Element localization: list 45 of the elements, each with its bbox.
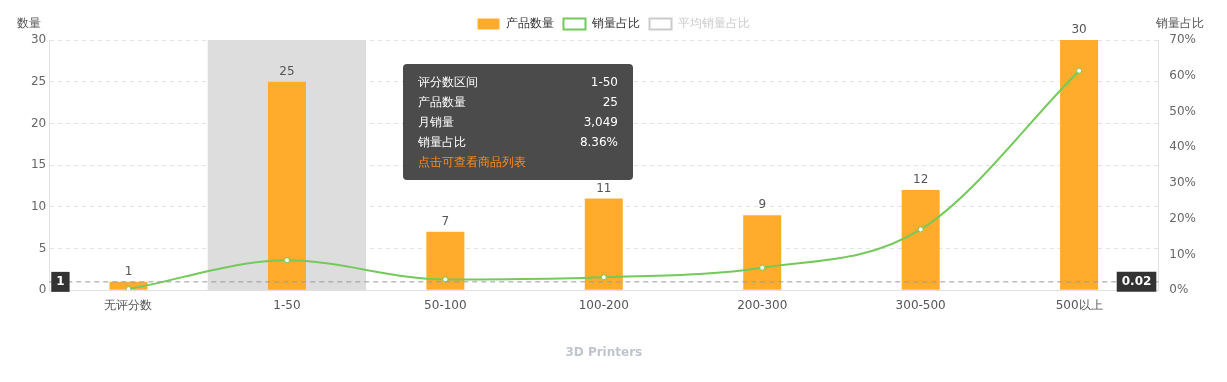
x-tick-label: 500以上 <box>1055 297 1103 312</box>
y2-tick-label: 10% <box>1169 246 1196 261</box>
y2-tick-label: 70% <box>1169 32 1196 47</box>
data-label: 11 <box>596 180 612 195</box>
annotation: 产品数量 <box>418 94 466 111</box>
x-tick-label: 300-500 <box>895 297 946 312</box>
y-tick-label: 30 <box>30 32 47 47</box>
annotation: 8.36% <box>579 134 618 151</box>
data-label: 7 <box>441 213 450 228</box>
annotation: 月销量 <box>418 114 454 131</box>
annotation: 1-50 <box>590 74 618 91</box>
x-tick-label: 200-300 <box>737 297 788 312</box>
y-tick-label: 5 <box>38 240 47 255</box>
x-tick-label: 1-50 <box>273 297 301 312</box>
y2-tick-label: 40% <box>1169 139 1196 154</box>
y2-tick-label: 20% <box>1169 210 1196 225</box>
x-tick-label: 50-100 <box>424 297 467 312</box>
legend-label: 产品数量 <box>505 16 554 31</box>
data-label: 25 <box>279 63 295 78</box>
y2-axis-title: 销量占比 <box>1155 16 1205 31</box>
x-tick-label: 100-200 <box>578 297 629 312</box>
legend-label: 销量占比 <box>590 16 640 31</box>
data-label: 9 <box>758 197 767 212</box>
annotation: 3,049 <box>583 114 618 131</box>
x-tick-label: 无评分数 <box>104 297 153 312</box>
data-label: 1 <box>124 263 133 278</box>
x-axis-title: 3D Printers <box>565 344 643 359</box>
y-axis-title: 数量 <box>17 16 42 31</box>
annotation: 25 <box>602 94 618 111</box>
y-tick-label: 0 <box>38 282 47 297</box>
y-tick-label: 25 <box>30 73 47 88</box>
y-tick-label: 10 <box>30 198 47 213</box>
y2-tick-label: 50% <box>1169 103 1196 118</box>
y2-tick-label: 0% <box>1169 282 1189 297</box>
y-tick-label: 20 <box>30 115 47 130</box>
y2-tick-label: 30% <box>1169 175 1196 190</box>
ref-line-label: 1 <box>56 273 65 288</box>
data-label: 12 <box>913 172 929 187</box>
annotation: 点击可查看商品列表 <box>418 154 527 171</box>
y2-tick-label: 60% <box>1169 67 1196 82</box>
annotation: 0.02 <box>1121 273 1152 288</box>
annotation: 评分数区间 <box>418 74 478 91</box>
y-tick-label: 15 <box>30 157 47 172</box>
data-label: 30 <box>1071 22 1087 37</box>
annotation: 销量占比 <box>418 134 466 151</box>
